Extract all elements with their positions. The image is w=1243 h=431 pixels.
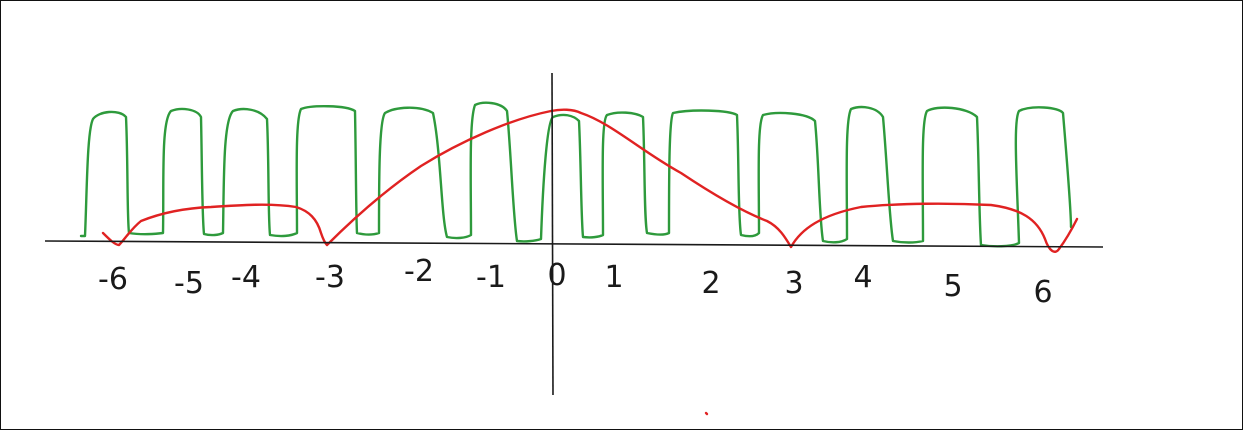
tick-label-3: 3: [784, 266, 803, 301]
tick-label-2: 2: [701, 266, 720, 301]
red-envelope-curve: [101, 108, 1079, 253]
tick-label-neg6: -6: [98, 262, 128, 297]
red-dot: [704, 411, 709, 416]
tick-label-5: 5: [943, 269, 962, 304]
tick-label-1: 1: [604, 260, 623, 295]
green-square-wave: [79, 101, 1073, 248]
tick-label-neg4: -4: [231, 260, 261, 295]
tick-label-neg3: -3: [315, 260, 345, 295]
tick-label-0: 0: [547, 258, 566, 293]
tick-label-neg1: -1: [476, 260, 506, 295]
tick-label-6: 6: [1033, 275, 1052, 310]
x-axis-line: [44, 240, 1104, 248]
y-axis-line: [551, 72, 554, 396]
tick-label-4: 4: [853, 260, 872, 295]
tick-label-neg2: -2: [404, 254, 434, 289]
tick-label-neg5: -5: [174, 266, 204, 301]
